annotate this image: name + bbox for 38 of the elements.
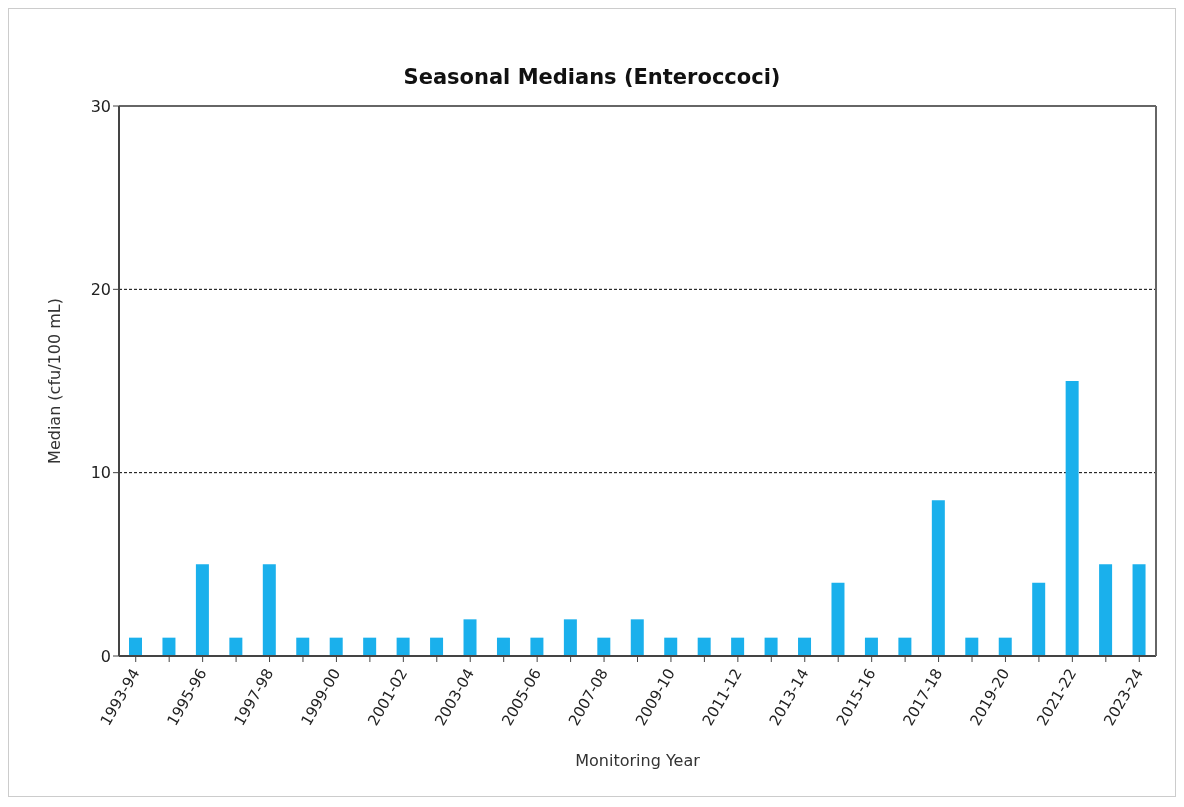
bar (998, 637, 1012, 656)
bar (396, 637, 410, 656)
bar (630, 619, 644, 656)
x-axis-title: Monitoring Year (575, 751, 701, 770)
bar (195, 564, 209, 656)
y-tick-label: 30 (90, 96, 111, 116)
bar (329, 637, 343, 656)
bar (798, 637, 812, 656)
bar (129, 637, 142, 656)
bar (898, 637, 912, 656)
bar (1065, 381, 1079, 656)
bar (965, 637, 979, 656)
bar (162, 637, 176, 656)
bar (597, 637, 611, 656)
bar (764, 637, 778, 656)
y-axis-title: Median (cfu/100 mL) (44, 298, 64, 464)
bar (229, 637, 243, 656)
bar (296, 637, 310, 656)
bar (463, 619, 477, 656)
bar (831, 582, 845, 656)
bar (563, 619, 577, 656)
bar (697, 637, 711, 656)
bar (363, 637, 377, 656)
bar (1132, 564, 1146, 656)
chart-title: Seasonal Medians (Enteroccoci) (402, 65, 782, 89)
bar (731, 637, 745, 656)
bar (530, 637, 544, 656)
bar (496, 637, 510, 656)
y-tick-label: 20 (90, 280, 111, 300)
bar (262, 564, 276, 656)
bar (430, 637, 444, 656)
y-tick-label: 0 (100, 646, 111, 666)
bar (864, 637, 878, 656)
bar (664, 637, 678, 656)
bar (1099, 564, 1113, 656)
y-tick-label: 10 (90, 463, 111, 483)
bar (931, 500, 945, 656)
bar (1032, 582, 1046, 656)
